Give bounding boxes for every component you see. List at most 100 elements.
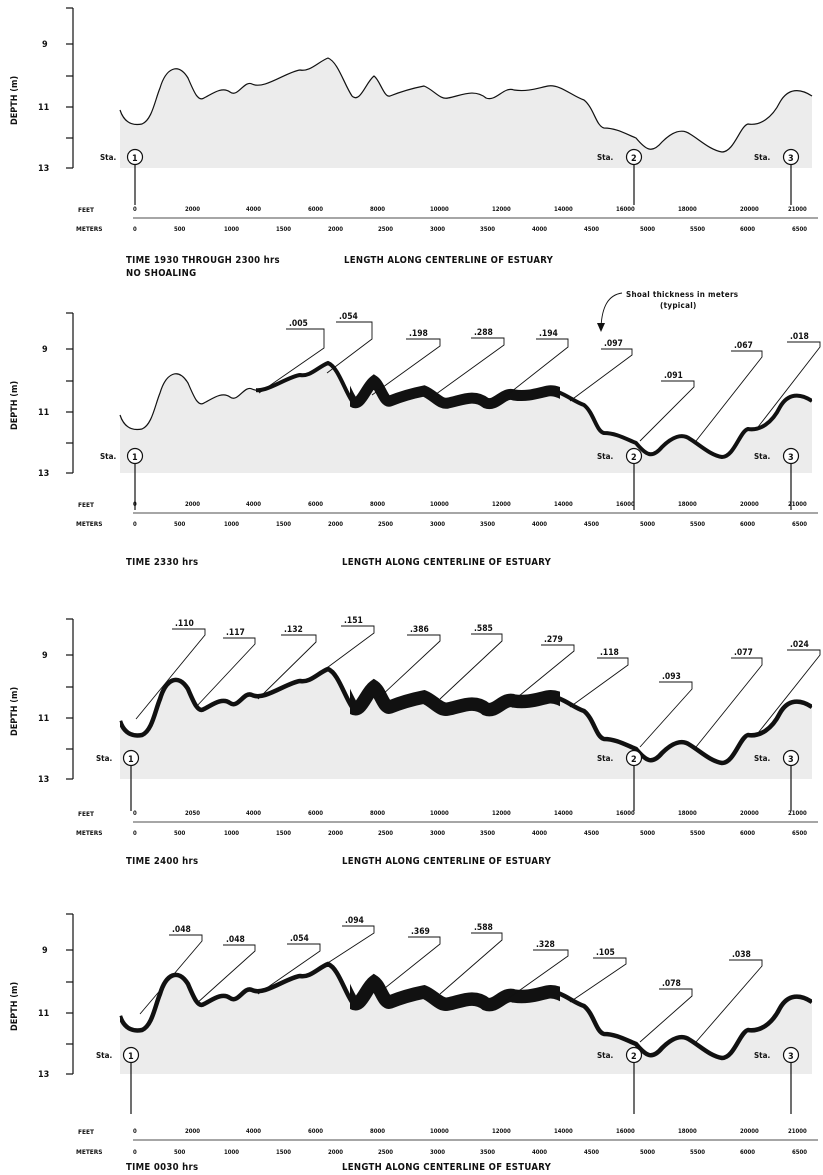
depth-tick-13: 13 <box>38 775 49 785</box>
meter-tick: 500 <box>174 226 186 233</box>
station-2-number: 2 <box>631 1052 637 1062</box>
feet-tick: 21000 <box>788 206 807 213</box>
meter-tick: 2500 <box>378 521 393 528</box>
x-axis-caption: LENGTH ALONG CENTERLINE OF ESTUARY <box>342 856 552 867</box>
feet-tick: 18000 <box>678 501 697 508</box>
shoal-leader <box>319 625 375 674</box>
feet-tick: 0 <box>133 810 137 817</box>
meter-tick: 0 <box>133 830 137 837</box>
shoal-leader <box>135 628 206 720</box>
meter-tick: 6500 <box>792 830 807 837</box>
shoal-layer <box>120 961 812 1061</box>
feet-tick: 21000 <box>788 501 807 508</box>
shoal-label-10: .038 <box>695 950 763 1043</box>
feet-tick: 16000 <box>616 206 635 213</box>
station-3-marker: Sta. 3 <box>754 148 800 205</box>
feet-tick: 6000 <box>308 501 323 508</box>
feet-tick: 2000 <box>185 206 200 213</box>
feet-label: FEET <box>78 810 94 818</box>
feet-tick: 4000 <box>246 206 261 213</box>
station-1-marker: Sta. 1 <box>96 749 140 811</box>
panel-1: 9 11 13 DEPTH (m) Sta. 1 Sta. 2 Sta. 3 F… <box>10 7 818 279</box>
meter-tick: 500 <box>174 521 186 528</box>
station-3-number: 3 <box>788 154 794 164</box>
shoal-value: .585 <box>474 624 493 634</box>
meter-tick: 5500 <box>690 830 705 837</box>
shoal-label-6: .585 <box>439 624 503 700</box>
station-1-marker: Sta. 1 <box>100 148 144 205</box>
shoal-label-7: .091 <box>639 371 695 442</box>
meter-tick: 3000 <box>430 830 445 837</box>
shoal-value: .110 <box>175 619 194 629</box>
shoal-leader <box>501 338 569 400</box>
depth-tick-11: 11 <box>38 1009 50 1019</box>
shoal-label-7: .279 <box>507 635 575 706</box>
shoal-value: .279 <box>544 635 563 645</box>
shoal-deposit-thick <box>350 678 560 717</box>
shoal-annotations: .005 .054 .198 .288 .194 .097 <box>258 312 821 442</box>
meter-tick: 1000 <box>224 521 239 528</box>
feet-tick: 20000 <box>740 1128 759 1135</box>
meter-tick: 4000 <box>532 521 547 528</box>
station-3-label: Sta. <box>754 153 770 162</box>
shoal-thickness-note: Shoal thickness in meters (typical) <box>597 290 738 332</box>
feet-tick-labels: 0 2000 4000 6000 8000 10000 12000 14000 … <box>133 501 807 508</box>
shoal-leader <box>431 337 505 398</box>
shoal-value: .132 <box>284 625 303 635</box>
feet-tick: 18000 <box>678 1128 697 1135</box>
meter-tick: 4500 <box>584 521 599 528</box>
feet-tick: 16000 <box>616 1128 635 1135</box>
meter-tick: 500 <box>174 1149 186 1156</box>
station-1-number: 1 <box>128 755 134 765</box>
meter-tick: 5500 <box>690 521 705 528</box>
meter-tick: 1000 <box>224 1149 239 1156</box>
shoal-value: .369 <box>411 927 430 937</box>
meter-tick: 5000 <box>640 521 655 528</box>
depth-tick-9: 9 <box>42 345 48 355</box>
meter-tick-labels: 0 500 1000 1500 2000 2500 3000 3500 4000… <box>133 830 807 837</box>
depth-tick-13: 13 <box>38 469 49 479</box>
feet-tick: 0 <box>133 501 137 508</box>
station-3-marker: Sta. 3 <box>754 447 800 510</box>
meter-tick: 4500 <box>584 226 599 233</box>
depth-tick-9: 9 <box>42 946 48 956</box>
shoal-leader <box>507 644 575 706</box>
feet-tick: 14000 <box>554 810 573 817</box>
shoal-label-4: .288 <box>431 328 505 398</box>
shoal-label-3: .132 <box>257 625 317 700</box>
feet-tick: 10000 <box>430 501 449 508</box>
panel-4: 9 11 13 DEPTH (m) .048 .048 .054 .094 <box>10 913 818 1173</box>
shoal-leader <box>139 934 203 1015</box>
feet-label: FEET <box>78 501 94 509</box>
feet-tick: 14000 <box>554 1128 573 1135</box>
meter-tick: 6000 <box>740 830 755 837</box>
depth-tick-11: 11 <box>38 408 50 418</box>
station-2-label: Sta. <box>597 1051 613 1060</box>
feet-label: FEET <box>78 1128 94 1136</box>
shoal-leader <box>195 944 256 1005</box>
feet-tick: 6000 <box>308 206 323 213</box>
meters-label: METERS <box>76 520 103 528</box>
water-area <box>120 964 812 1074</box>
feet-tick: 8000 <box>370 501 385 508</box>
meter-tick: 6500 <box>792 1149 807 1156</box>
shoal-value: .386 <box>410 625 429 635</box>
shoal-label-2: .048 <box>195 935 256 1005</box>
shoal-leader <box>757 341 821 428</box>
shoal-label-5: .386 <box>379 625 441 698</box>
feet-tick: 0 <box>133 1128 137 1135</box>
feet-tick: 18000 <box>678 206 697 213</box>
note-line-1: Shoal thickness in meters <box>626 290 738 299</box>
shoal-value: .094 <box>345 916 364 926</box>
shoal-leader <box>505 949 569 1001</box>
shoal-leader <box>371 338 441 396</box>
shoal-leader <box>569 957 627 1003</box>
shoal-leader <box>326 321 373 374</box>
meter-tick: 0 <box>133 1149 137 1156</box>
panel-2: 9 11 13 DEPTH (m) .005 .054 .198 .288 <box>10 290 821 568</box>
depth-tick-13: 13 <box>38 1070 49 1080</box>
feet-tick: 20000 <box>740 501 759 508</box>
shoal-value: .328 <box>536 940 555 950</box>
shoal-value: .054 <box>290 934 309 944</box>
shoal-leader <box>695 350 763 442</box>
